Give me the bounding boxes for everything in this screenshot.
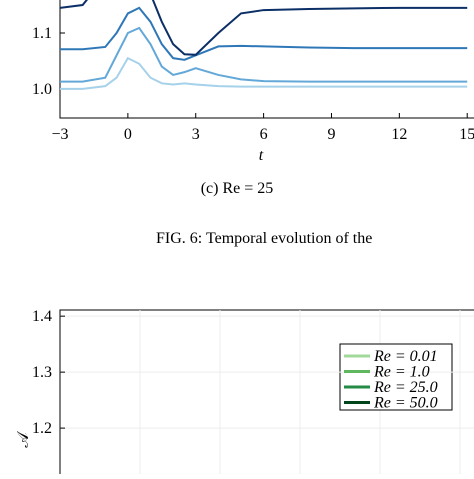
- y-tick-label: 1.4: [32, 308, 52, 325]
- subcaption: (c) Re = 25: [201, 180, 274, 197]
- plot-frame: [59, 309, 474, 479]
- legend-label: Re = 0.01: [373, 348, 438, 365]
- y-label: 𝒜: [15, 431, 32, 448]
- series-line: [60, 56, 468, 90]
- series-line: [60, 6, 468, 61]
- legend-label: Re = 1.0: [373, 364, 430, 381]
- x-tick-label: −3: [51, 126, 68, 143]
- series-line: [60, 26, 468, 83]
- legend-label: Re = 25.0: [373, 379, 438, 396]
- x-tick-label: 3: [192, 126, 200, 143]
- y-tick-label: 1.2: [32, 420, 52, 437]
- y-tick-label: 1.0: [32, 81, 52, 98]
- x-tick-label: 0: [124, 126, 132, 143]
- x-tick-label: 9: [327, 126, 335, 143]
- figure-caption: FIG. 6: Temporal evolution of the: [156, 230, 372, 247]
- y-tick-label: 1.3: [32, 364, 52, 381]
- x-label: t: [259, 147, 264, 164]
- legend-label: Re = 50.0: [373, 395, 438, 412]
- series-line: [60, 0, 468, 56]
- x-tick-label: 6: [260, 126, 268, 143]
- x-tick-label: 12: [391, 126, 407, 143]
- x-tick-label: 15: [459, 126, 474, 143]
- y-tick-label: 1.1: [32, 25, 52, 42]
- plot-frame: [59, 0, 474, 119]
- plot-area: [60, 0, 468, 90]
